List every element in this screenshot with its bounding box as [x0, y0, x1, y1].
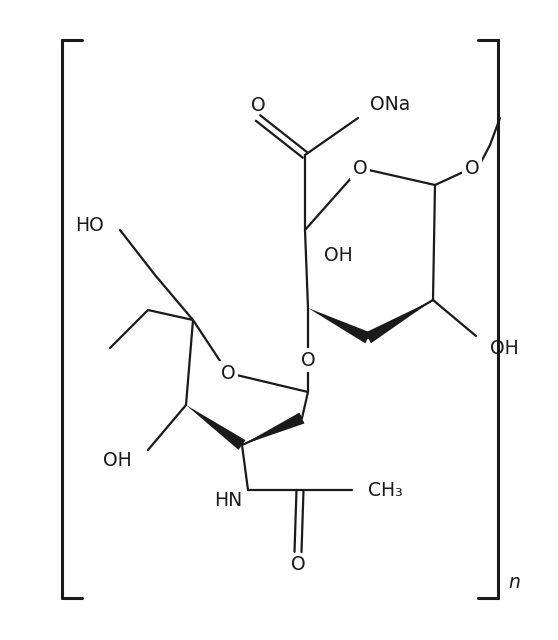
Text: O: O — [251, 95, 265, 115]
Text: HO: HO — [75, 216, 104, 234]
Polygon shape — [186, 405, 246, 450]
Polygon shape — [365, 300, 433, 343]
Text: OH: OH — [324, 246, 352, 264]
Text: CH₃: CH₃ — [368, 481, 403, 499]
Text: HN: HN — [214, 490, 242, 509]
Text: O: O — [465, 159, 479, 177]
Polygon shape — [308, 308, 371, 344]
Text: O: O — [353, 159, 367, 177]
Text: OH: OH — [490, 339, 519, 358]
Text: O: O — [291, 556, 305, 575]
Polygon shape — [242, 413, 305, 445]
Text: ONa: ONa — [370, 95, 410, 113]
Text: O: O — [301, 351, 315, 369]
Text: OH: OH — [103, 451, 132, 470]
Text: n: n — [508, 573, 520, 591]
Text: O: O — [220, 364, 235, 383]
